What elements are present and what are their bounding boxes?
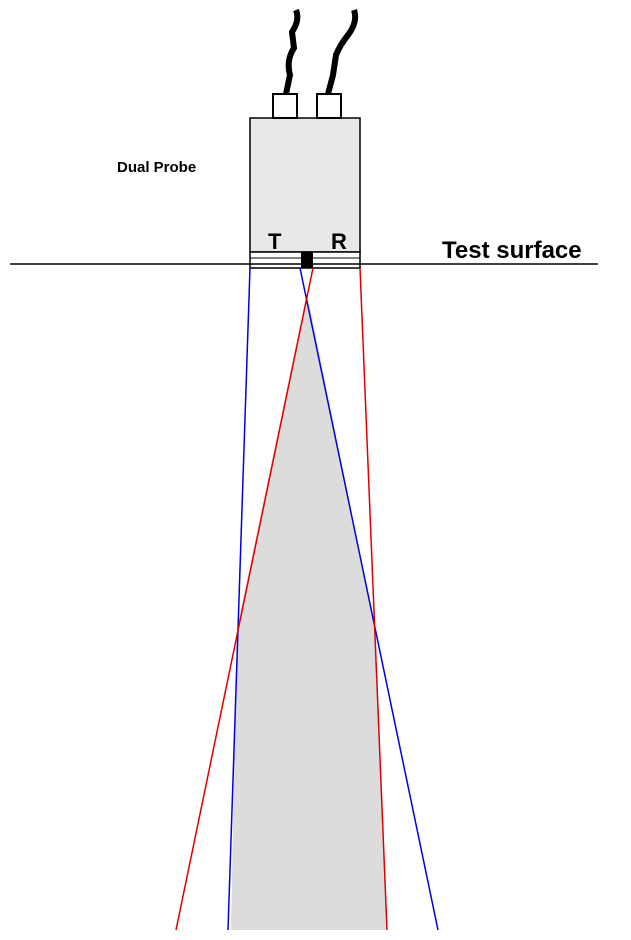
receiver-label: R bbox=[331, 229, 347, 254]
cable-left bbox=[283, 8, 301, 95]
connector-right bbox=[316, 93, 342, 119]
beam-overlap bbox=[231, 292, 387, 930]
probe-body bbox=[249, 117, 361, 253]
beam-line bbox=[175, 267, 314, 931]
beam-line bbox=[299, 267, 439, 931]
transmitter-label: T bbox=[268, 229, 282, 254]
connector-left bbox=[272, 93, 298, 119]
probe-label: Dual Probe bbox=[117, 159, 196, 176]
surface-label: Test surface bbox=[442, 237, 582, 264]
cable-right bbox=[325, 9, 359, 95]
acoustic-barrier bbox=[301, 252, 313, 268]
beam-line bbox=[227, 267, 251, 931]
beam-line bbox=[359, 267, 388, 931]
